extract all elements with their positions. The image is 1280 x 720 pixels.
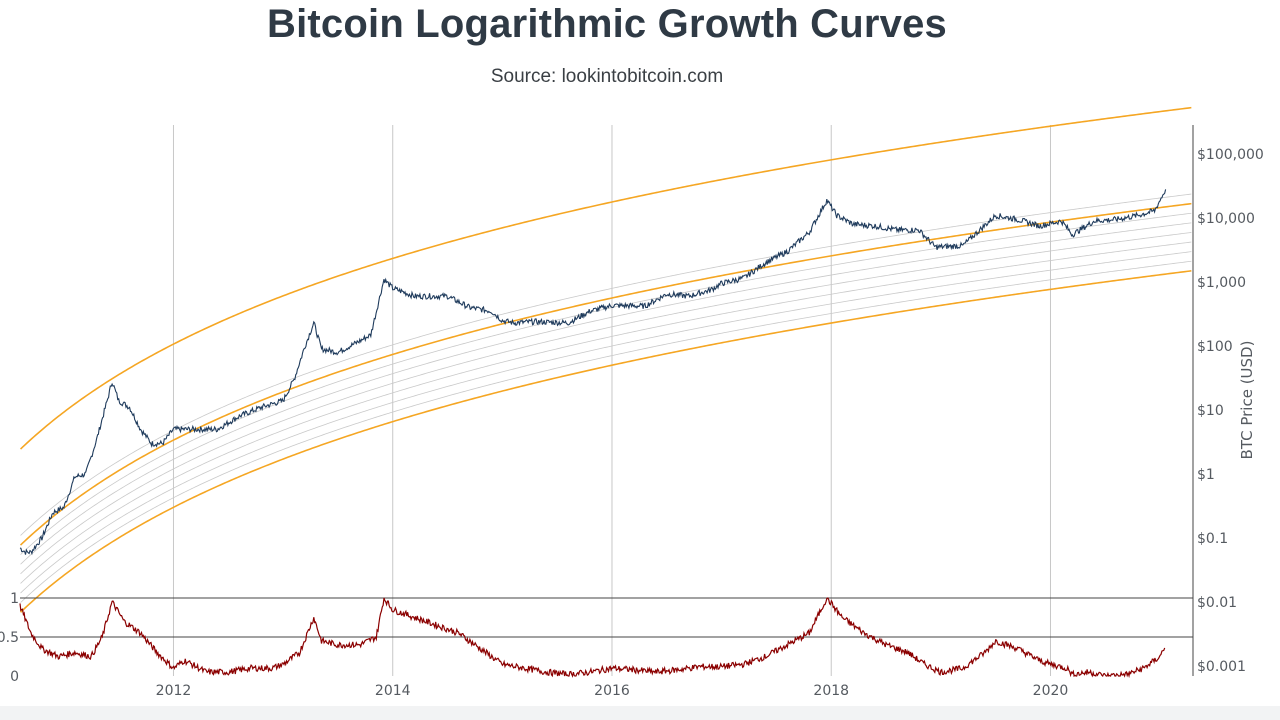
inner-growth-curve [20,193,1192,536]
inner-growth-curve [20,260,1192,603]
y-tick-label: $100 [1197,339,1233,355]
inner-growth-curve [20,222,1192,565]
chart-subtitle: Source: lookintobitcoin.com [490,66,724,87]
y-tick-label: $1 [1197,467,1215,483]
x-tick-label-2012: 2012 [156,683,192,699]
footer-bar [0,706,1280,720]
y-tick-label: $10 [1197,403,1224,419]
inner-growth-curve [20,232,1192,575]
btc-price-line [19,189,1167,556]
y-tick-label: $0.1 [1197,531,1228,547]
y-tick-label: $0.01 [1197,595,1237,611]
oscillator-tick-label: 0 [10,669,19,685]
oscillator-layer [19,597,1193,679]
growth-curve-lower-band [19,270,1192,613]
price-layer [19,189,1167,556]
oscillator-line [19,597,1166,679]
axes-layer: 2012 2014 2016 2018 2020 $100,000 $10,000 $1,00… [0,125,1264,699]
y-tick-label: $1,000 [1197,275,1246,291]
y-axis-title: BTC Price (USD) [1238,341,1256,460]
chart-title: Bitcoin Logarithmic Growth Curves [267,2,947,46]
y-tick-label: $0.001 [1197,659,1246,675]
oscillator-tick-label: 1 [10,591,19,607]
inner-growth-curve [20,212,1192,555]
x-tick-label-2014: 2014 [375,683,411,699]
grid-layer [172,125,1051,676]
y-tick-label: $100,000 [1197,147,1264,163]
inner-growth-curve [20,251,1192,594]
x-tick-label-2016: 2016 [594,683,630,699]
growth-curves-layer [19,106,1192,613]
oscillator-tick-label: 0.5 [0,630,19,646]
growth-curve-middle-band [19,202,1192,546]
inner-growth-curve [20,203,1192,546]
y-tick-label: $10,000 [1197,211,1255,227]
inner-growth-curve [20,241,1192,584]
x-tick-label-2020: 2020 [1033,683,1069,699]
growth-curve-upper-band [19,106,1192,450]
x-tick-label-2018: 2018 [813,683,849,699]
